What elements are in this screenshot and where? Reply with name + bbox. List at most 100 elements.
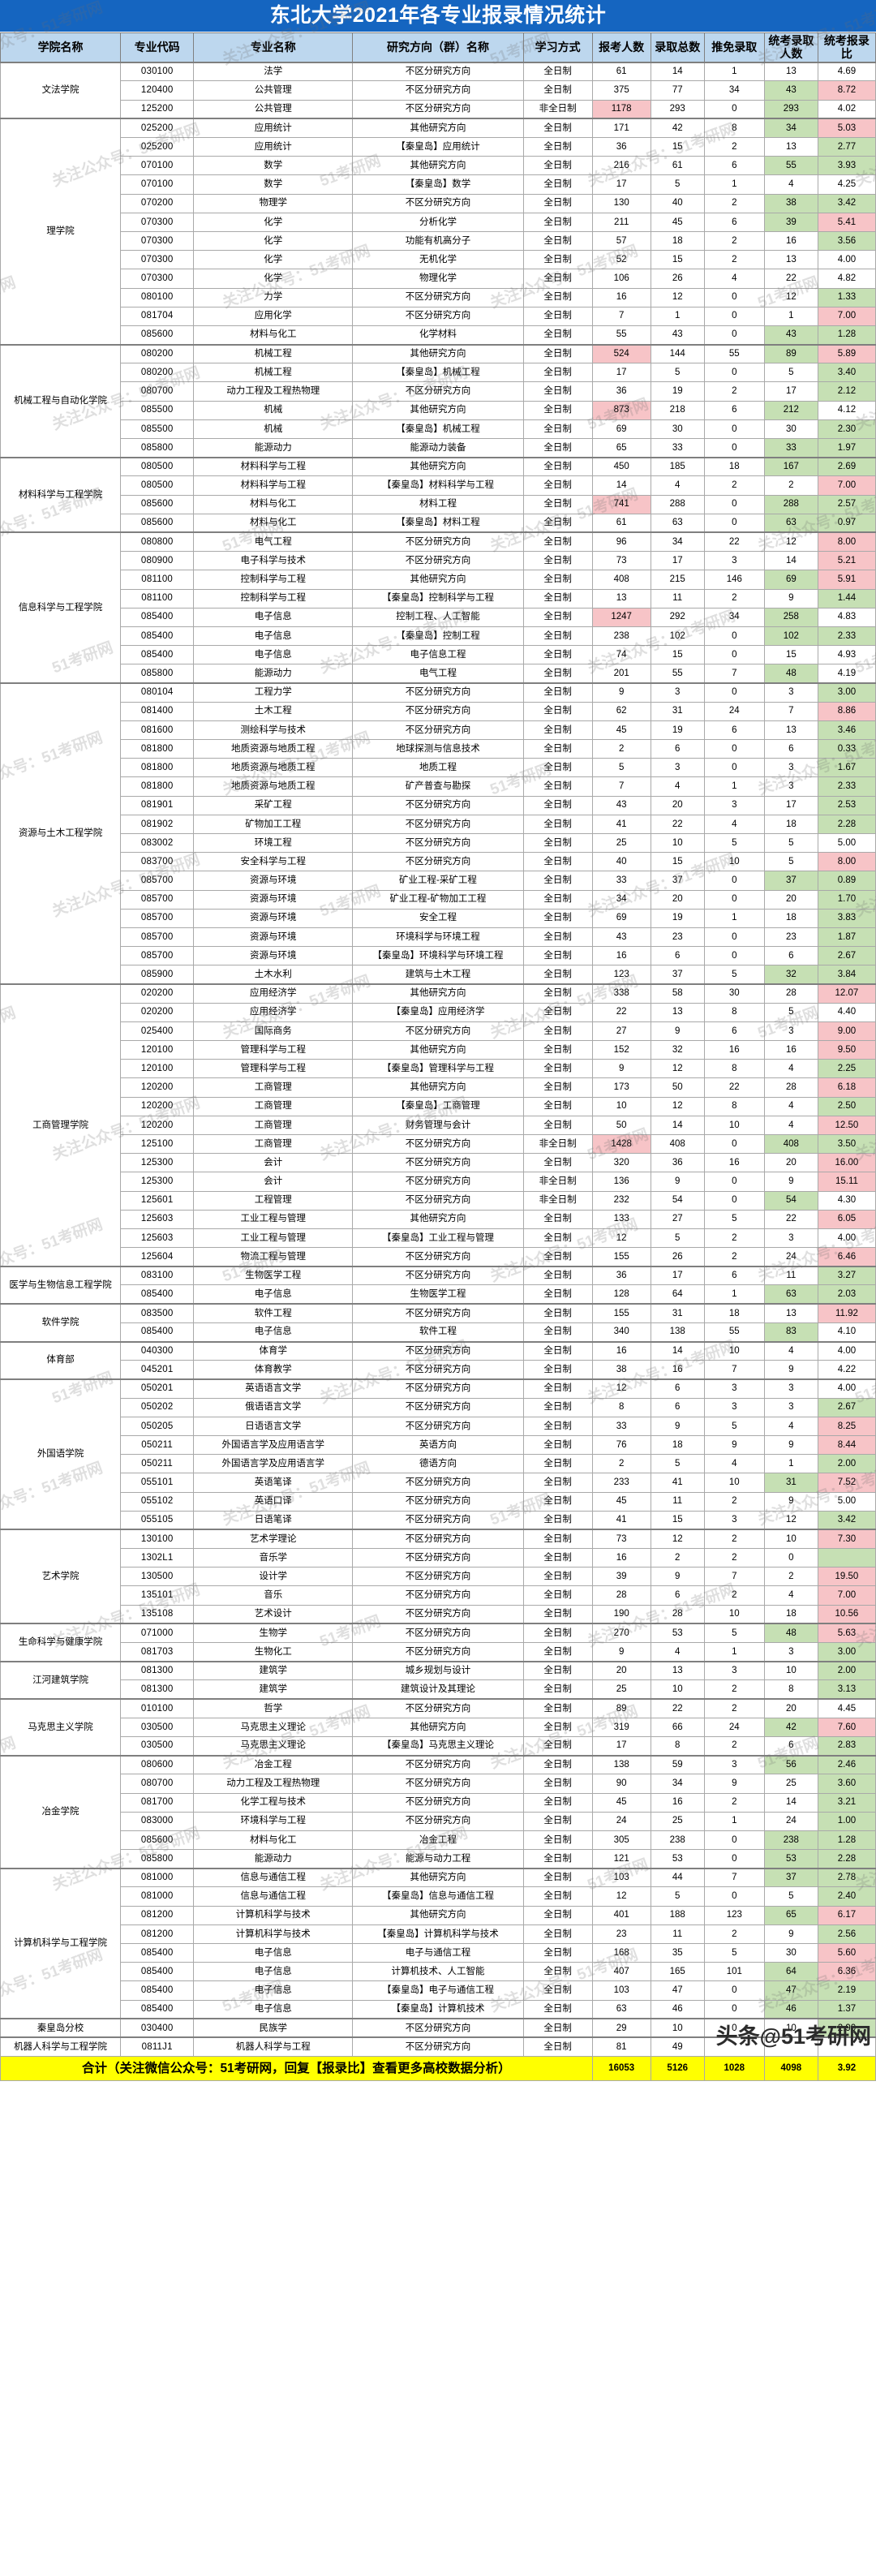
- total-row: 合计（关注微信公众号：51考研网，回复【报录比】查看更多高校数据分析） 1605…: [0, 2056, 876, 2082]
- major-code-cell: 080700: [120, 381, 195, 402]
- major-code-cell: 085600: [120, 494, 195, 514]
- apply-admit-ratio-cell: 3.83: [817, 908, 876, 928]
- applicants-count-cell: 5: [591, 758, 651, 778]
- applicants-count-cell: 45: [591, 1792, 651, 1813]
- study-mode-cell: 全日制: [522, 776, 593, 797]
- apply-admit-ratio-cell: 6.18: [817, 1077, 876, 1098]
- major-code-cell: 030500: [120, 1735, 195, 1757]
- research-direction-cell: 电气工程: [352, 664, 524, 684]
- table-row: 081300 建筑学 建筑设计及其理论 全日制 25 10 2 8 3.13: [1, 1679, 876, 1700]
- table-row: 050202 俄语语言文学 不区分研究方向 全日制 8 6 3 3 2.67: [1, 1397, 876, 1417]
- apply-admit-ratio-cell: 2.12: [817, 381, 876, 402]
- unified-admitted-cell: 23: [763, 927, 818, 948]
- exempt-admitted-cell: 9: [703, 1774, 765, 1794]
- major-name-cell: 电子信息: [193, 1942, 354, 1963]
- applicants-count-cell: 23: [591, 1924, 651, 1945]
- admitted-total-cell: 15: [650, 250, 705, 270]
- apply-admit-ratio-cell: 2.78: [817, 1867, 876, 1888]
- unified-admitted-cell: 4: [763, 1416, 818, 1436]
- major-code-cell: 081100: [120, 570, 195, 590]
- apply-admit-ratio-cell: 8.25: [817, 1416, 876, 1436]
- unified-admitted-cell: 43: [763, 325, 818, 346]
- exempt-admitted-cell: 7: [703, 1567, 765, 1587]
- major-code-cell: 070200: [120, 193, 195, 213]
- admitted-total-cell: 19: [650, 720, 705, 741]
- admitted-total-cell: 9: [650, 1172, 705, 1192]
- applicants-count-cell: 305: [591, 1830, 651, 1851]
- unified-admitted-cell: [763, 2036, 818, 2058]
- table-row: 085800 能源动力 电气工程 全日制 201 55 7 48 4.19: [1, 664, 876, 684]
- admitted-total-cell: 66: [650, 1717, 705, 1737]
- major-code-cell: 030400: [120, 2018, 195, 2038]
- total-exempt: 1028: [703, 2056, 765, 2082]
- research-direction-cell: 安全工程: [352, 908, 524, 928]
- unified-admitted-cell: 167: [763, 456, 818, 477]
- study-mode-cell: 全日制: [522, 1209, 593, 1229]
- study-mode-cell: 非全日制: [522, 1172, 593, 1192]
- admitted-total-cell: 31: [650, 701, 705, 721]
- major-name-cell: 资源与环境: [193, 946, 354, 966]
- unified-admitted-cell: 37: [763, 871, 818, 891]
- column-header-admitted: 录取总数: [650, 32, 705, 63]
- exempt-admitted-cell: 0: [703, 645, 765, 665]
- admitted-total-cell: 14: [650, 61, 705, 82]
- applicants-count-cell: 36: [591, 136, 651, 157]
- exempt-admitted-cell: 10: [703, 1115, 765, 1135]
- admitted-total-cell: 1: [650, 306, 705, 326]
- applicants-count-cell: 233: [591, 1473, 651, 1493]
- applicants-count-cell: 232: [591, 1190, 651, 1211]
- study-mode-cell: 全日制: [522, 1115, 593, 1135]
- unified-admitted-cell: 25: [763, 1774, 818, 1794]
- admitted-total-cell: 5: [650, 1454, 705, 1474]
- exempt-admitted-cell: 3: [703, 795, 765, 815]
- unified-admitted-cell: 14: [763, 1792, 818, 1813]
- major-code-cell: 080500: [120, 456, 195, 477]
- study-mode-cell: 全日制: [522, 1980, 593, 2001]
- major-name-cell: 材料与化工: [193, 325, 354, 346]
- research-direction-cell: 能源动力装备: [352, 437, 524, 458]
- research-direction-cell: 【秦皇岛】马克思主义理论: [352, 1735, 524, 1757]
- table-row: 085700 资源与环境 矿业工程-采矿工程 全日制 33 37 0 37 0.89: [1, 871, 876, 891]
- study-mode-cell: 全日制: [522, 61, 593, 82]
- apply-admit-ratio-cell: 1.00: [817, 1811, 876, 1831]
- college-name-cell: 机械工程与自动化学院: [0, 343, 122, 458]
- unified-admitted-cell: 3: [763, 1021, 818, 1042]
- research-direction-cell: 不区分研究方向: [352, 61, 524, 82]
- research-direction-cell: 不区分研究方向: [352, 720, 524, 741]
- major-name-cell: 工商管理: [193, 1077, 354, 1098]
- applicants-count-cell: 16: [591, 287, 651, 307]
- unified-admitted-cell: 3: [763, 1641, 818, 1662]
- table-row: 025200 应用统计 【秦皇岛】应用统计 全日制 36 15 2 13 2.77: [1, 136, 876, 157]
- exempt-admitted-cell: 6: [703, 400, 765, 420]
- apply-admit-ratio-cell: 4.22: [817, 1360, 876, 1380]
- exempt-admitted-cell: 2: [703, 1548, 765, 1568]
- research-direction-cell: 不区分研究方向: [352, 99, 524, 119]
- study-mode-cell: 全日制: [522, 832, 593, 854]
- admitted-total-cell: 22: [650, 814, 705, 834]
- major-name-cell: 电子信息: [193, 1999, 354, 2019]
- table-row: 025400 国际商务 不区分研究方向 全日制 27 9 6 3 9.00: [1, 1021, 876, 1042]
- exempt-admitted-cell: 0: [703, 2018, 765, 2038]
- research-direction-cell: 不区分研究方向: [352, 1133, 524, 1155]
- research-direction-cell: 矿产普查与勘探: [352, 776, 524, 797]
- major-name-cell: 地质资源与地质工程: [193, 776, 354, 797]
- applicants-count-cell: 320: [591, 1153, 651, 1173]
- major-name-cell: 环境工程: [193, 832, 354, 854]
- admitted-total-cell: 4: [650, 1641, 705, 1662]
- admitted-total-cell: 10: [650, 2018, 705, 2038]
- research-direction-cell: 【秦皇岛】机械工程: [352, 419, 524, 440]
- apply-admit-ratio-cell: 3.84: [817, 965, 876, 985]
- exempt-admitted-cell: 7: [703, 1867, 765, 1888]
- apply-admit-ratio-cell: 4.82: [817, 269, 876, 289]
- exempt-admitted-cell: 2: [703, 588, 765, 609]
- major-name-cell: 英语笔译: [193, 1473, 354, 1493]
- apply-admit-ratio-cell: 2.40: [817, 1886, 876, 1907]
- unified-admitted-cell: 1: [763, 306, 818, 326]
- table-row: 070300 化学 分析化学 全日制 211 45 6 39 5.41: [1, 212, 876, 232]
- table-row: 江河建筑学院 081300 建筑学 城乡规划与设计 全日制 20 13 3 10 2.00: [0, 1660, 876, 1700]
- total-unified: 4098: [763, 2056, 818, 2082]
- research-direction-cell: 【秦皇岛】应用统计: [352, 136, 524, 157]
- exempt-admitted-cell: 0: [703, 363, 765, 383]
- major-name-cell: 应用化学: [193, 306, 354, 326]
- major-name-cell: 计算机科学与技术: [193, 1924, 354, 1945]
